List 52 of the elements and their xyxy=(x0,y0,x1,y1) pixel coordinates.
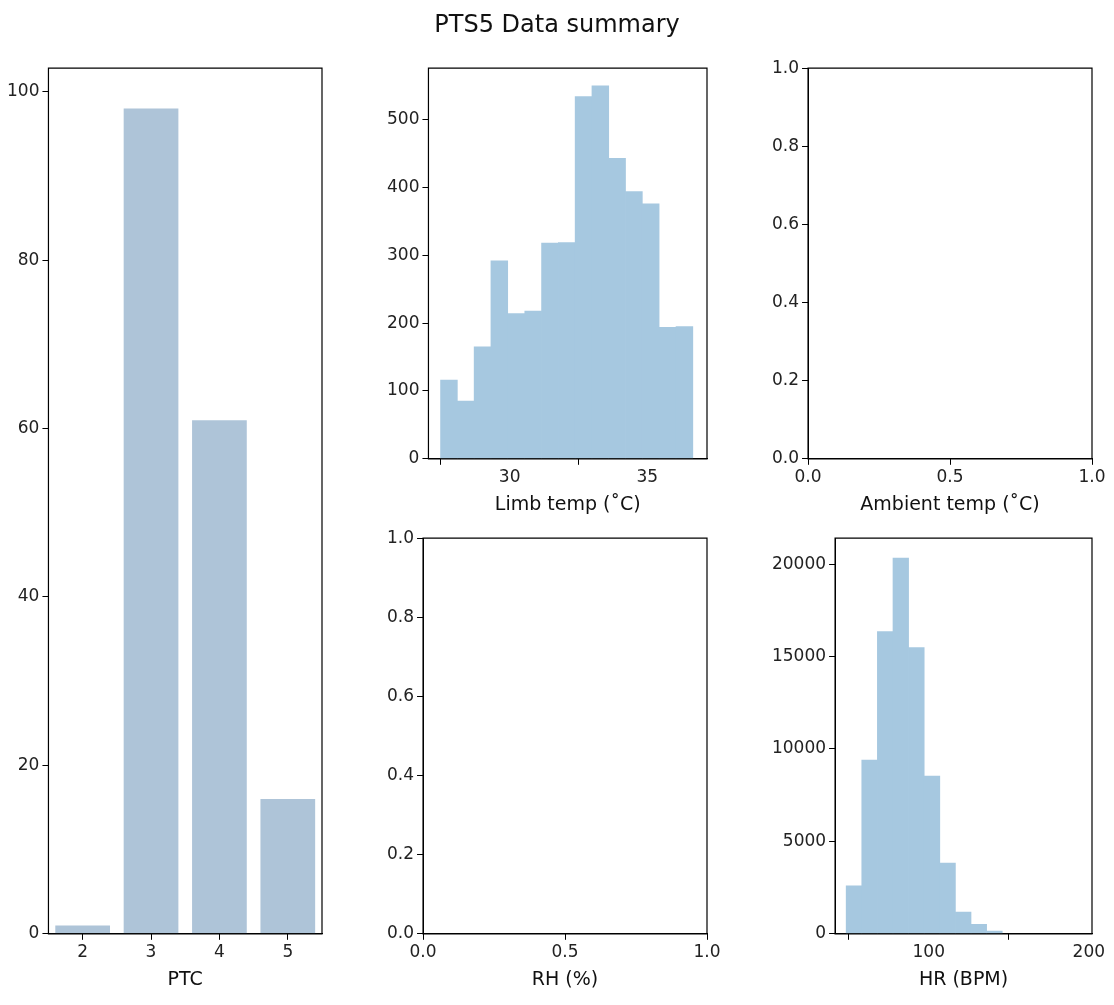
x-tick-label: 35 xyxy=(636,466,659,487)
y-tick-label: 15000 xyxy=(771,644,827,665)
x-tick-label: 3 xyxy=(145,941,157,962)
y-tick-label: 10000 xyxy=(771,737,827,758)
y-tick-label: 0 xyxy=(815,922,827,943)
x-tick-label: 1.0 xyxy=(1078,466,1106,487)
y-tick-label: 0.8 xyxy=(386,605,415,626)
x-tick-label: 5 xyxy=(282,941,294,962)
x-axis-title: HR (BPM) xyxy=(918,966,1009,989)
x-tick-label: 1.0 xyxy=(693,941,721,962)
y-tick-label: 0.2 xyxy=(386,843,415,864)
y-tick-label: 80 xyxy=(17,248,40,269)
y-tick-label: 20 xyxy=(17,753,40,774)
y-tick-label: 400 xyxy=(386,175,420,196)
y-tick-label: 1.0 xyxy=(771,56,800,77)
bar xyxy=(192,420,247,934)
x-tick-label: 2 xyxy=(77,941,89,962)
bar xyxy=(55,925,110,934)
y-tick-label: 0.0 xyxy=(386,922,415,943)
y-tick-label: 20000 xyxy=(771,552,827,573)
y-tick-label: 60 xyxy=(17,417,40,438)
y-tick-label: 40 xyxy=(17,585,40,606)
y-tick-label: 0 xyxy=(28,922,40,943)
x-axis-title: Ambient temp (˚C) xyxy=(860,491,1040,514)
bar xyxy=(123,108,179,934)
y-tick-label: 1.0 xyxy=(386,526,415,547)
y-tick-label: 0 xyxy=(408,447,420,468)
y-tick-label: 200 xyxy=(386,311,420,332)
y-tick-label: 0.2 xyxy=(771,369,800,390)
y-tick-label: 0.4 xyxy=(771,290,800,311)
y-tick-label: 0.8 xyxy=(771,134,800,155)
y-tick-label: 300 xyxy=(386,243,420,264)
x-axis-title: RH (%) xyxy=(531,966,599,989)
x-tick-label: 100 xyxy=(912,941,945,962)
x-tick-label: 30 xyxy=(498,466,521,487)
x-tick-label: 4 xyxy=(214,941,225,962)
bar xyxy=(260,799,316,934)
y-tick-label: 0.0 xyxy=(771,447,800,468)
x-tick-label: 200 xyxy=(1072,941,1106,962)
x-axis-title: Limb temp (˚C) xyxy=(494,491,641,514)
chart-title: PTS5 Data summary xyxy=(433,10,681,38)
y-tick-label: 0.6 xyxy=(771,212,800,233)
x-axis-title: PTC xyxy=(167,966,203,989)
x-tick-label: 0.5 xyxy=(936,466,964,487)
y-tick-label: 500 xyxy=(386,108,420,129)
y-tick-label: 0.6 xyxy=(386,684,415,705)
y-tick-label: 0.4 xyxy=(386,763,415,784)
y-tick-label: 5000 xyxy=(782,829,827,850)
x-tick-label: 0.5 xyxy=(551,941,579,962)
x-tick-label: 0.0 xyxy=(409,941,437,962)
y-tick-label: 100 xyxy=(6,80,40,101)
y-tick-label: 100 xyxy=(386,379,420,400)
